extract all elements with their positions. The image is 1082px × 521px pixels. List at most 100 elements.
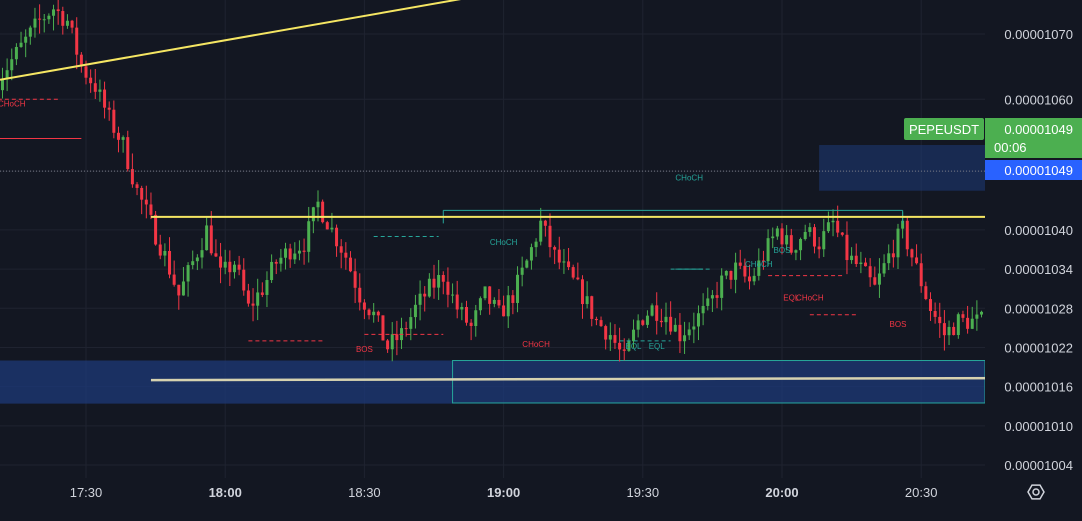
trendline[interactable] [0,0,522,81]
x-tick-label: 19:00 [487,485,520,500]
symbol-badge[interactable] [904,118,984,140]
candle-body [270,261,274,281]
candle-body [525,260,529,268]
time-axis[interactable]: 17:30 18:00 18:30 19:00 19:30 20:00 20:30 [0,478,1082,521]
candle-body [613,335,617,343]
candle-body [873,277,877,285]
y-tick-label: 0.00001016 [1004,380,1073,395]
candle-body [659,320,663,323]
candle-body [594,318,598,321]
candle-body [743,265,747,277]
candle-body [520,267,524,275]
candle-body [683,335,687,342]
gear-icon[interactable] [1027,484,1045,500]
price-line-badge [985,160,1082,180]
candle-body [761,260,765,262]
candle-body [348,257,352,272]
candle-body [321,201,325,223]
candle-body [339,246,343,253]
candle-body [571,267,575,278]
candle-body [246,290,250,304]
candle-body [715,295,719,298]
candle-body [330,227,334,230]
gear-icon-outline [1027,484,1045,500]
candle-body [130,169,134,185]
candle-body [961,314,965,318]
candle-body [502,305,506,317]
candle-body [696,313,700,327]
candle-body [437,274,441,288]
annotation-label: EQL [649,342,666,351]
candle-body [89,77,93,84]
candle-body [474,310,478,327]
candle-body [632,329,636,342]
candle-body [214,253,218,257]
candle-body [205,225,209,251]
candle-body [882,263,886,274]
candle-body [748,276,752,282]
candle-body [284,248,288,258]
candle-body [924,286,928,300]
y-tick-label: 0.00001040 [1004,223,1073,238]
annotation-label: CHoCH [745,260,773,269]
annotation-label: CHoCH [522,340,550,349]
candle-body [149,204,153,215]
annotation-label: CHoCH [796,293,824,302]
candle-body [799,239,803,251]
candle-body [344,252,348,258]
candle-body [98,89,102,92]
candle-body [381,315,385,341]
candle-body [854,255,858,265]
candle-body [516,274,520,303]
candle-body [126,137,130,170]
candle-body [729,270,733,280]
candle-body [158,244,162,256]
candle-body [288,248,292,260]
candle-body [826,222,830,232]
candle-body [785,235,789,245]
price-axis[interactable]: 0.00001070 0.00001060 0.00001049 0.00001040… [904,0,1082,478]
candle-body [195,257,199,262]
candle-body [423,293,427,297]
candle-body [887,253,891,264]
candle-body [65,20,69,26]
candle-body [14,46,18,60]
candle-body [859,262,863,265]
candle-body [645,315,649,325]
candle-body [562,261,566,263]
candle-body [650,305,654,316]
candle-body [144,199,148,205]
candle-body [706,298,710,306]
x-tick-label: 17:30 [70,485,103,500]
annotation-label: CHoCH [0,99,26,108]
candle-body [353,271,357,288]
candle-body [780,228,784,245]
candle-body [822,231,826,250]
candle-body [358,287,362,303]
candle-body [163,250,167,256]
candle-body [901,220,905,229]
annotation-label: BOS [356,345,373,354]
candle-body [975,314,979,319]
candle-body [93,83,97,92]
candle-body [701,305,705,314]
y-tick-label: 0.00001028 [1004,301,1073,316]
candle-body [539,220,543,242]
candle-body [576,277,580,280]
candle-body [79,54,83,67]
candle-body [877,273,881,285]
candle-body [789,235,793,253]
candle-body [956,314,960,336]
candle-body [464,306,468,323]
structure-lines [0,98,904,342]
candle-body [209,225,213,254]
candle-body [200,250,204,258]
candle-body [506,295,510,317]
candle-body [488,286,492,304]
support-trendline[interactable] [150,376,1082,382]
candle-body [497,299,501,306]
